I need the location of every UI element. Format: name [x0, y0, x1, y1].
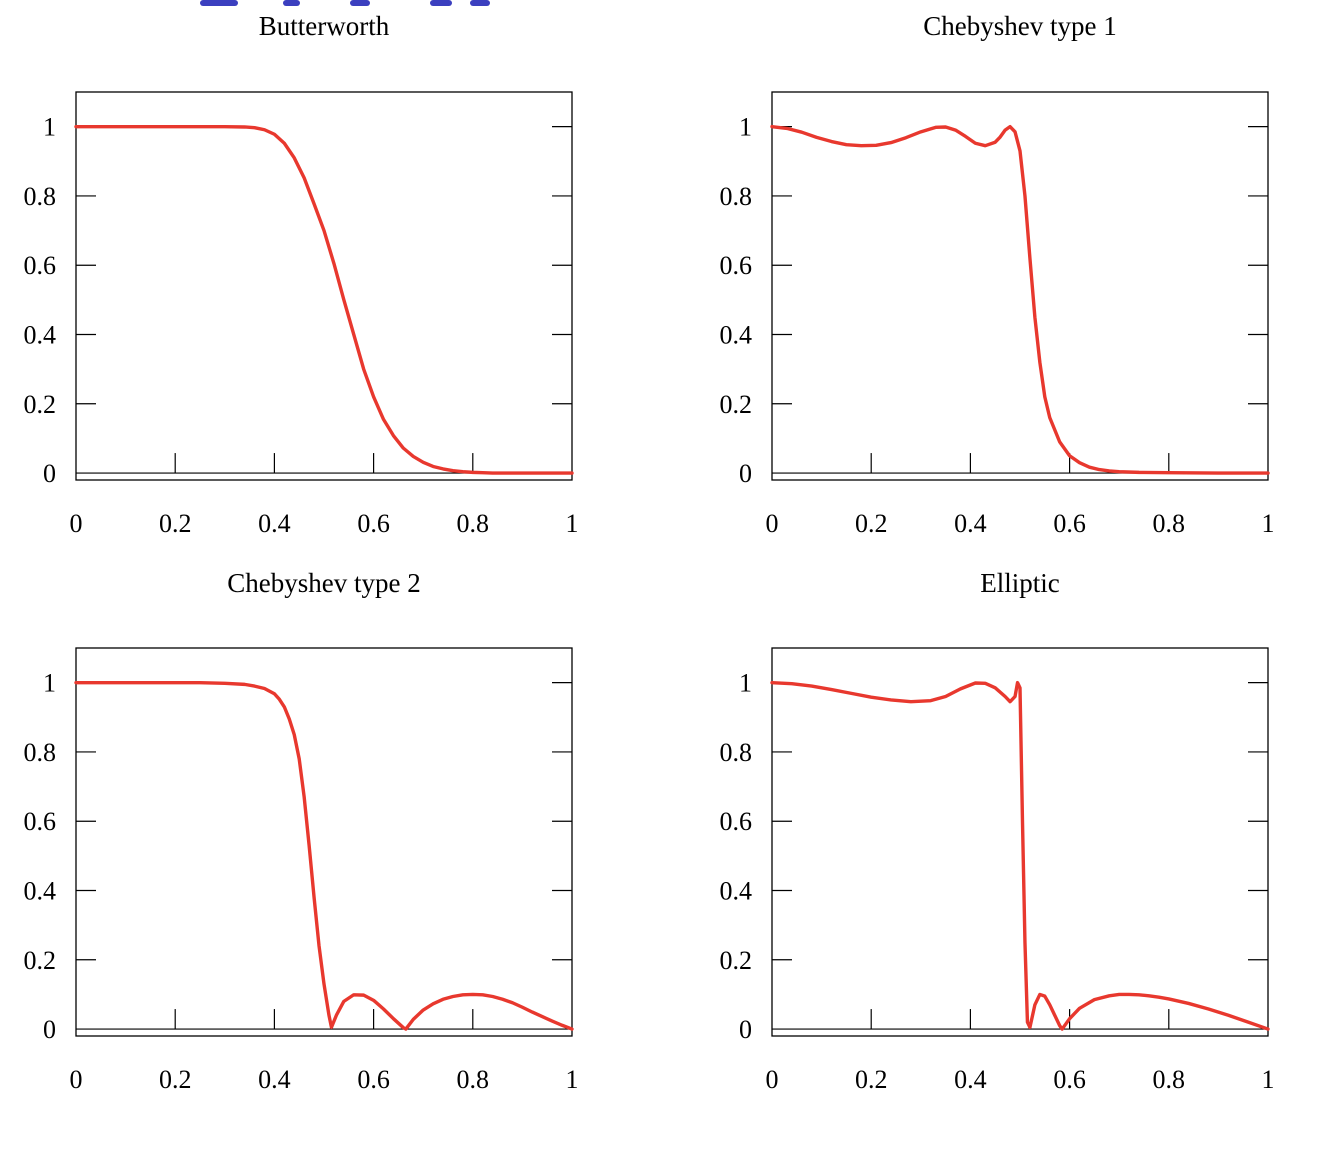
- y-tick-label: 0.8: [720, 182, 753, 211]
- y-tick-label: 0: [43, 459, 56, 488]
- x-tick-label: 1: [566, 1065, 579, 1094]
- plot-frame: [75, 91, 573, 481]
- y-tick-label: 0: [43, 1015, 56, 1044]
- y-tick-label: 1: [43, 669, 56, 698]
- chart-panel-3: Chebyshev type 2 0 0.2 0.4 0.6 0.8 1 0 0.2 0.4 0.6…: [24, 568, 579, 1094]
- y-tick-label: 0.8: [24, 182, 57, 211]
- chart-title: Butterworth: [259, 11, 390, 41]
- x-tick-label: 0.2: [159, 509, 192, 538]
- x-tick-label: 1: [566, 509, 579, 538]
- x-tick-label: 1: [1262, 1065, 1275, 1094]
- y-tick-label: 1: [43, 113, 56, 142]
- plot-frame: [771, 647, 1269, 1037]
- chart-title: Chebyshev type 1: [923, 11, 1116, 41]
- y-tick-label: 0.2: [24, 390, 57, 419]
- x-tick-label: 0.8: [457, 509, 490, 538]
- chart-panel-1: Butterworth 0 0.2 0.4 0.6 0.8 1 0 0.2 0.4 0.6 0.8 1: [24, 11, 579, 538]
- x-tick-label: 0.6: [357, 1065, 390, 1094]
- y-tick-label: 0.8: [720, 738, 753, 767]
- x-tick-label: 0.6: [357, 509, 390, 538]
- y-tick-label: 0.6: [24, 807, 57, 836]
- x-tick-label: 0.6: [1053, 1065, 1086, 1094]
- x-tick-label: 0.8: [1153, 1065, 1186, 1094]
- x-tick-label: 0: [70, 1065, 83, 1094]
- y-tick-label: 0.4: [720, 321, 753, 350]
- y-tick-label: 0.6: [720, 251, 753, 280]
- y-tick-label: 0.2: [24, 946, 57, 975]
- y-tick-label: 0.4: [24, 877, 57, 906]
- y-tick-label: 0.6: [720, 807, 753, 836]
- x-tick-label: 0.2: [159, 1065, 192, 1094]
- y-tick-label: 0: [739, 1015, 752, 1044]
- header-glyph-fragment: [200, 0, 238, 6]
- magnitude-response-line: [770, 124, 1270, 475]
- x-tick-label: 1: [1262, 509, 1275, 538]
- y-tick-label: 0.6: [24, 251, 57, 280]
- magnitude-response-line: [770, 680, 1270, 1031]
- magnitude-response-line: [74, 680, 574, 1031]
- x-tick-label: 0.2: [855, 1065, 888, 1094]
- x-tick-label: 0.4: [258, 509, 291, 538]
- chart-title: Chebyshev type 2: [227, 568, 420, 598]
- y-tick-label: 0: [739, 459, 752, 488]
- header-glyph-fragment: [350, 0, 370, 6]
- y-tick-label: 0.4: [720, 877, 753, 906]
- x-tick-label: 0.4: [954, 509, 987, 538]
- plot-frame: [75, 647, 573, 1037]
- y-tick-label: 0.2: [720, 390, 753, 419]
- x-tick-label: 0: [766, 509, 779, 538]
- plot-frame: [771, 91, 1269, 481]
- x-tick-label: 0.4: [258, 1065, 291, 1094]
- magnitude-response-line: [74, 124, 574, 475]
- y-tick-label: 1: [739, 113, 752, 142]
- x-tick-label: 0: [766, 1065, 779, 1094]
- header-glyph-fragment: [430, 0, 452, 6]
- x-tick-label: 0.6: [1053, 509, 1086, 538]
- chart-title: Elliptic: [980, 568, 1060, 598]
- header-glyph-fragment: [470, 0, 490, 6]
- x-tick-label: 0.2: [855, 509, 888, 538]
- x-tick-label: 0.4: [954, 1065, 987, 1094]
- chart-panel-2: Chebyshev type 1 0 0.2 0.4 0.6 0.8 1 0 0.2 0.4 0.6…: [720, 11, 1275, 538]
- y-tick-label: 0.4: [24, 321, 57, 350]
- y-tick-label: 0.8: [24, 738, 57, 767]
- header-glyph-fragment: [283, 0, 300, 6]
- y-tick-label: 1: [739, 669, 752, 698]
- x-tick-label: 0: [70, 509, 83, 538]
- header-fragment: [200, 0, 490, 6]
- x-tick-label: 0.8: [457, 1065, 490, 1094]
- y-tick-label: 0.2: [720, 946, 753, 975]
- x-tick-label: 0.8: [1153, 509, 1186, 538]
- chart-panel-4: Elliptic 0 0.2 0.4 0.6 0.8 1 0 0.2 0.4 0.6 0.8 1: [720, 568, 1275, 1094]
